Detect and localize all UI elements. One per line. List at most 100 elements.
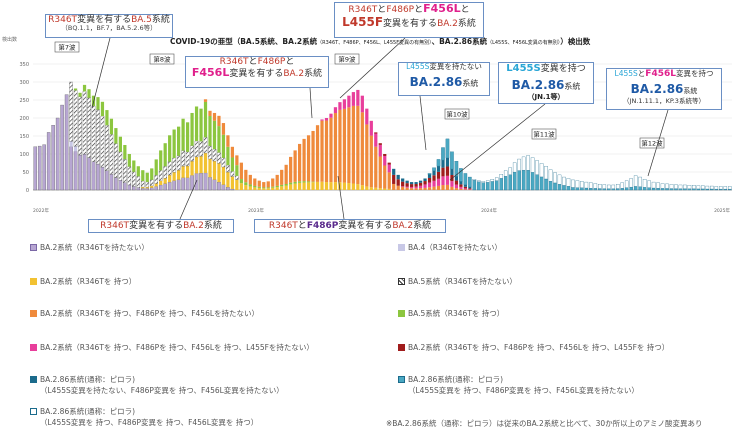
legend-swatch <box>30 376 37 383</box>
bar-segment <box>203 153 208 173</box>
year-label: 2024年 <box>481 207 497 214</box>
bar-segment <box>369 135 373 188</box>
bar-segment <box>683 188 687 191</box>
bar-segment <box>535 174 539 191</box>
legend-item-ba5-no-r346t: BA.5系統（R346Tを持たない） <box>398 276 517 287</box>
bar-segment <box>710 185 714 190</box>
bar-segment <box>226 187 230 191</box>
bar-segment <box>454 180 459 185</box>
bar-segment <box>414 182 418 185</box>
bar-segment <box>177 170 181 180</box>
bar-segment <box>163 166 167 179</box>
bar-segment <box>490 181 495 191</box>
bar-segment <box>172 157 176 173</box>
legend-swatch <box>398 244 405 251</box>
bar-segment <box>141 187 145 189</box>
legend-swatch <box>30 344 37 351</box>
bar-segment <box>284 164 288 184</box>
bar-segment <box>396 185 400 190</box>
bar-segment <box>535 160 539 175</box>
bar-segment <box>575 187 580 191</box>
bar-segment <box>293 181 297 184</box>
bar-segment <box>37 145 42 191</box>
bar-segment <box>338 182 342 190</box>
bar-segment <box>96 163 100 191</box>
bar-segment <box>598 188 602 191</box>
bar-segment <box>548 181 553 191</box>
bar-segment <box>141 180 145 188</box>
wave-label-box <box>54 41 80 53</box>
bar-segment <box>445 184 450 190</box>
bar-segment <box>620 182 624 189</box>
bar-segment <box>199 141 203 157</box>
bar-segment <box>324 182 329 190</box>
bar-segment <box>669 188 674 191</box>
bar-segment <box>728 186 732 190</box>
bar-segment <box>383 188 387 190</box>
bar-segment <box>248 184 252 187</box>
bar-segment <box>342 182 347 190</box>
bar-segment <box>441 167 445 177</box>
bar-segment <box>392 174 396 184</box>
chart-title: COVID-19の亜型（BA.5系統、BA.2系統（R346T、F486P、F4… <box>170 37 591 46</box>
bar-segment <box>105 170 109 191</box>
bar-segment <box>351 183 355 190</box>
annotation-ba2-f456l: R346TとF486Pと F456L変異を有するBA.2系統 <box>185 56 329 88</box>
annotation-pointer <box>91 37 111 109</box>
bar-segment <box>427 187 432 190</box>
year-label: 2025年 <box>714 207 730 214</box>
bar-segment <box>503 170 508 177</box>
bar-segment <box>530 157 535 173</box>
bar-segment <box>638 186 642 191</box>
bar-segment <box>275 187 279 190</box>
bar-segment <box>450 186 454 190</box>
bar-segment <box>477 180 481 182</box>
bar-segment <box>347 183 351 190</box>
legend-swatch <box>30 278 37 285</box>
bar-segment <box>615 184 620 189</box>
annotation-ba5-r346t: R346T変異を有するBA.5系統 （BQ.1.1，BF.7，BA.5.2.6等… <box>45 14 173 38</box>
bar-segment <box>463 184 468 187</box>
bar-segment <box>154 186 158 191</box>
bar-segment <box>508 174 512 191</box>
bar-segment <box>477 181 481 191</box>
bar-segment <box>275 185 279 188</box>
bar-segment <box>530 172 535 191</box>
legend-item-ba4: BA.4（R346Tを持たない） <box>398 242 502 253</box>
bar-segment <box>69 141 73 147</box>
bar-segment <box>212 179 217 191</box>
bar-segment <box>580 181 584 188</box>
bar-segment <box>302 182 306 190</box>
bar-segment <box>714 186 719 190</box>
bar-segment <box>356 89 360 106</box>
legend-swatch <box>30 244 37 251</box>
bar-segment <box>271 187 275 190</box>
bar-segment <box>226 164 230 173</box>
bar-segment <box>145 172 149 183</box>
bar-segment <box>436 159 441 167</box>
bar-segment <box>347 95 351 108</box>
bar-segment <box>132 171 136 187</box>
bar-segment <box>441 160 445 168</box>
bar-segment <box>226 135 230 147</box>
year-label: 2022年 <box>33 207 49 214</box>
legend-item-ba2-f486p: BA.2系統（R346Tを 持つ、F486Pを 持つ、F456Lを持たない） <box>30 308 259 319</box>
bar-segment <box>190 112 194 146</box>
bar-segment <box>333 107 338 114</box>
bar-segment <box>127 154 131 167</box>
bar-segment <box>463 188 468 190</box>
bar-segment <box>365 124 369 187</box>
bar-segment <box>78 92 82 97</box>
bar-segment <box>244 182 248 186</box>
bar-segment <box>208 159 212 178</box>
x-axis: 2022年 2023年 2024年 2025年 <box>33 207 731 214</box>
bar-segment <box>620 188 624 191</box>
bar-segment <box>158 184 163 191</box>
bar-segment <box>190 175 194 191</box>
bar-segment <box>105 110 109 126</box>
bar-segment <box>176 179 181 191</box>
bar-segment <box>414 184 418 187</box>
bar-segment <box>463 186 468 189</box>
bar-segment <box>347 107 351 184</box>
bar-segment <box>701 185 705 190</box>
